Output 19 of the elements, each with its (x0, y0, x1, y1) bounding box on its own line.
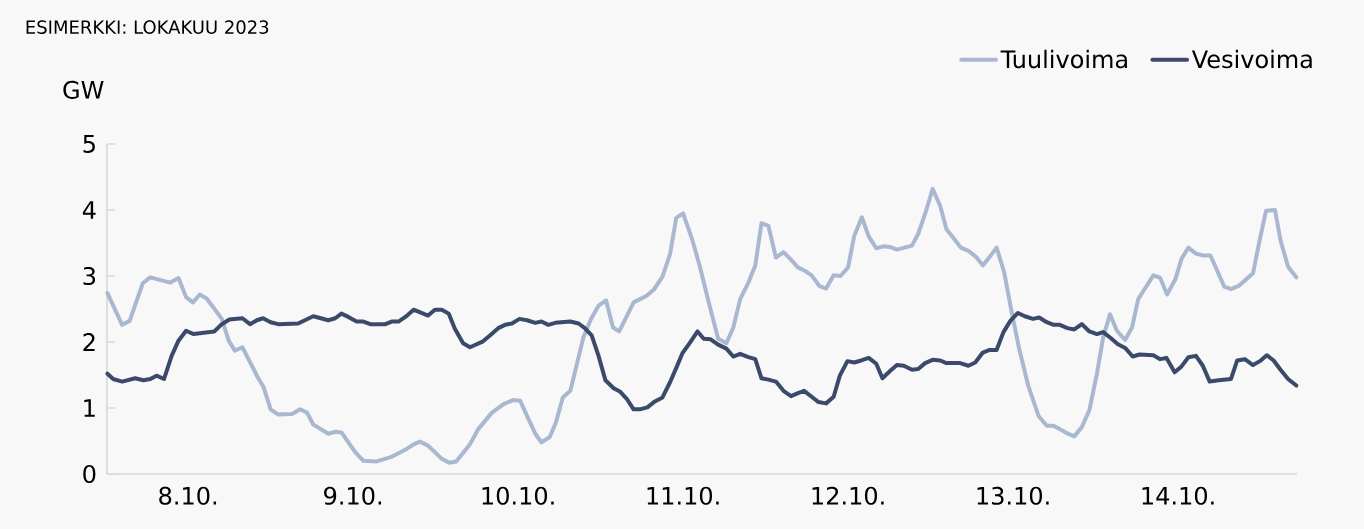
y-tick-label: 2 (83, 333, 95, 351)
y-axis-title: GW (63, 80, 104, 99)
y-tick-label: 4 (82, 201, 96, 219)
x-tick-label: 14.10. (1142, 486, 1214, 505)
legend-label: Tuulivoima (1000, 49, 1127, 69)
y-tick-label: 5 (83, 135, 95, 153)
chart-title: ESIMERKKI: LOKAKUU 2023 (26, 20, 269, 34)
legend-label: Vesivoima (1191, 49, 1312, 69)
x-tick-label: 8.10. (159, 486, 217, 505)
y-tick-label: 3 (83, 266, 96, 286)
x-tick-label: 10.10. (482, 486, 554, 505)
x-tick-label: 9.10. (324, 486, 382, 505)
y-tick-label: 0 (83, 464, 96, 484)
line-series (105, 186, 1299, 465)
x-tick-label: 13.10. (977, 486, 1049, 505)
line-series (105, 307, 1299, 412)
x-tick-label: 12.10. (812, 486, 884, 505)
y-tick-label: 1 (84, 399, 95, 417)
x-tick-label: 11.10. (647, 486, 719, 505)
